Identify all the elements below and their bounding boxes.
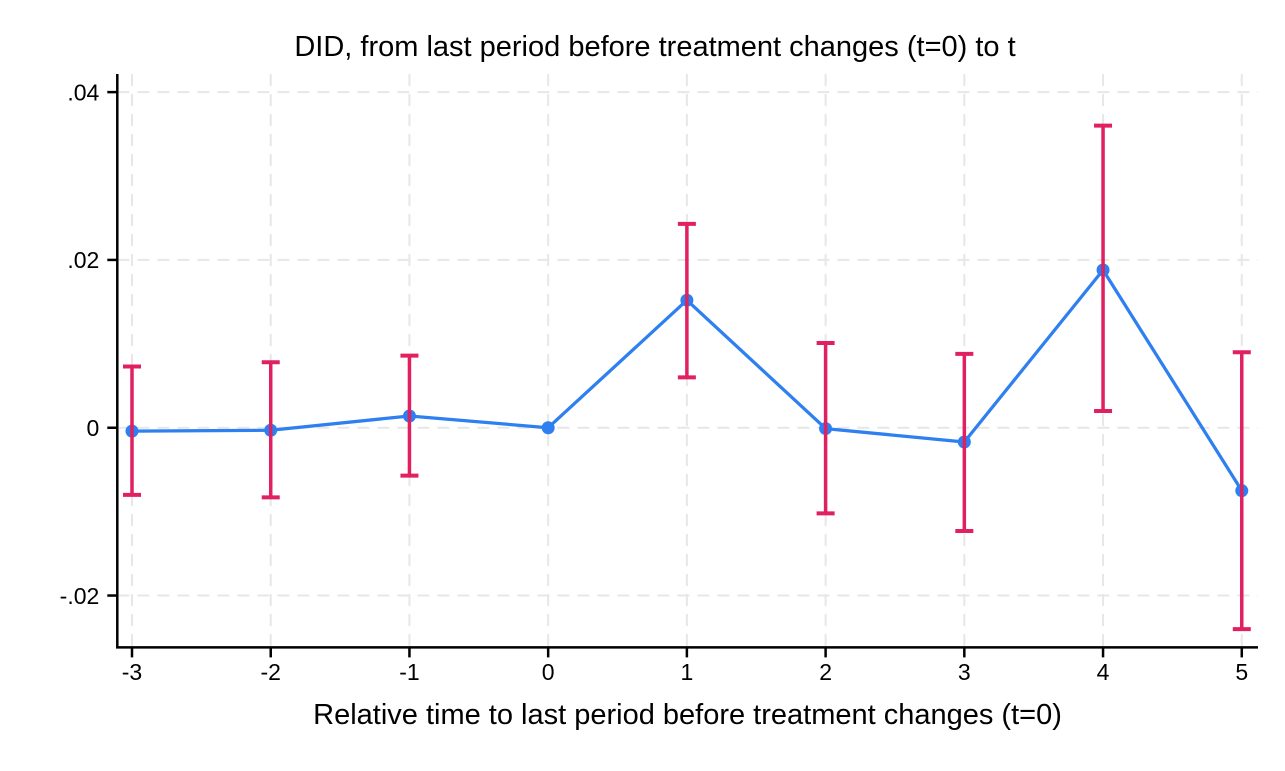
- error-bar: [261, 360, 280, 500]
- x-tick-label: 2: [819, 659, 832, 685]
- error-bar: [816, 340, 835, 516]
- chart-title: DID, from last period before treatment c…: [294, 31, 1016, 63]
- error-bar: [1094, 123, 1113, 413]
- y-tick-label: 0: [87, 415, 100, 441]
- axes-group: .04 .02 0 -.02 -3 -2 -1 0 1 2 3 4 5: [60, 74, 1258, 685]
- x-tick-label: -2: [260, 659, 280, 685]
- x-tick-label: 5: [1235, 659, 1248, 685]
- error-bar: [677, 221, 696, 380]
- error-bars-group: [123, 123, 1251, 632]
- error-bar: [123, 364, 142, 497]
- x-tick-label: 3: [958, 659, 971, 685]
- error-bar: [400, 353, 419, 478]
- x-tick-label: -3: [122, 659, 142, 685]
- x-tick-label: -1: [399, 659, 419, 685]
- y-tick-label: .04: [67, 79, 99, 105]
- data-point-marker: [541, 421, 555, 435]
- error-bar: [955, 351, 974, 533]
- x-tick-label: 1: [680, 659, 693, 685]
- x-axis-label: Relative time to last period before trea…: [313, 699, 1062, 731]
- y-tick-label: -.02: [60, 583, 100, 609]
- error-bar: [1232, 350, 1251, 632]
- x-tick-label: 4: [1097, 659, 1110, 685]
- y-tick-label: .02: [67, 247, 99, 273]
- x-tick-label: 0: [542, 659, 555, 685]
